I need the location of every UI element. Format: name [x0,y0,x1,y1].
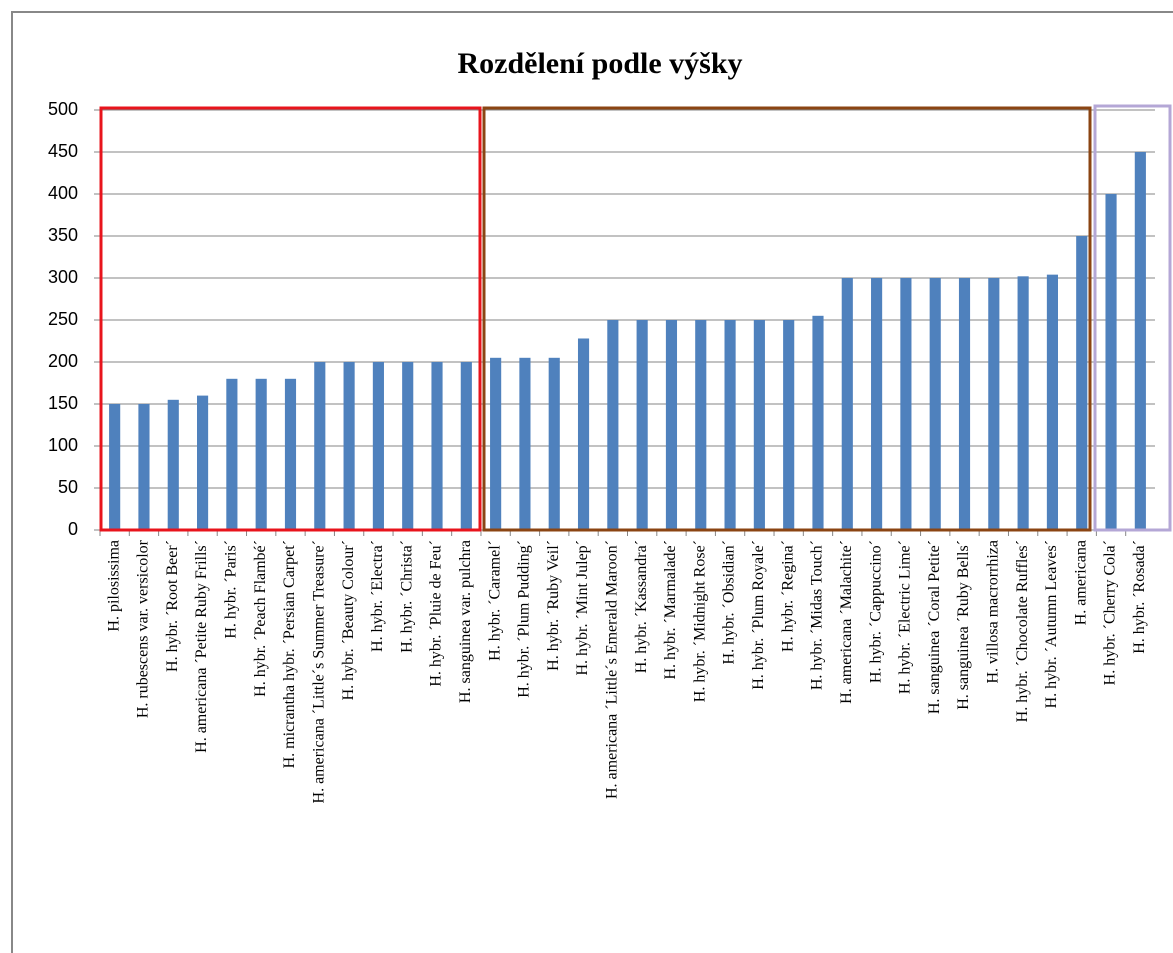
labels: 0 50 100 150 200 250 300 350 400 450 500 H. pilosis… [48,99,1148,804]
bar [607,320,619,530]
x-tick-label: H. sanguinea ´Ruby Bells´ [955,540,972,710]
y-tick-label: 150 [48,393,78,413]
bar [109,404,121,530]
bar [226,378,238,530]
x-tick-label: H. americana ´Little´s Emerald Maroon´ [604,540,621,799]
x-tick-label: H. hybr. ´Chocolate Ruffles´ [1014,540,1031,722]
bar [255,378,267,530]
bars [109,152,1146,530]
x-tick-label: H. hybr. ´Beauty Colour´ [340,540,357,700]
bar [665,320,678,530]
y-tick-label: 450 [48,141,78,161]
x-tick-label: H. hybr. ´Autumn Leaves´ [1043,540,1060,708]
bar [929,278,941,530]
x-tick-label: H. hybr. ´Rosada´ [1131,540,1148,654]
y-tick-label: 50 [58,477,78,497]
x-tick-label: H. hybr. ´Midnight Rose´ [691,540,708,702]
x-tick-label: H. americana [1072,540,1089,625]
x-tick-label: H. hybr. ´Cappuccino´ [867,540,884,683]
chart-title: Rozdělení podle výšky [457,47,742,80]
bar [577,338,590,530]
x-tick-label: H. hybr. ´Midas Touch´ [809,540,826,690]
x-tick-label: H. hybr. ´Caramel´ [486,540,503,661]
bar [548,357,560,530]
bar [431,362,443,530]
x-tick-label: H. rubescens var. versicolor [135,539,152,718]
y-tick-label: 500 [48,99,78,119]
x-tick-label: H. hybr. ´Regina´ [779,540,796,652]
x-tick-label: H. micrantha hybr. ´Persian Carpet´ [281,540,298,768]
x-tick-label: H. americana ´Little´s Summer Treasure´ [310,540,327,803]
bar [1134,152,1146,530]
bar [1017,276,1029,530]
bar [958,278,971,530]
group-box-red [99,106,482,532]
x-tick-label: H. hybr. ´Christa´ [398,540,415,653]
bar [138,404,150,530]
x-tick-label: H. hybr. ´Marmalade´ [662,540,679,680]
bar [460,362,472,530]
x-tick-label: H. hybr. ´Plum Royale´ [750,540,767,690]
y-tick-label: 250 [48,309,78,329]
x-tick-label: H. sanguinea ´Coral Petite´ [926,540,943,714]
bar [372,362,384,530]
bar [812,315,824,530]
x-tick-label: H. hybr. ´Electra´ [369,540,386,652]
bar [284,378,297,530]
bar [343,362,355,530]
bar [1076,236,1088,530]
bar [402,362,414,530]
bar [753,320,765,530]
y-tick-label: 300 [48,267,78,287]
bar [167,399,179,530]
x-tick-label: H. hybr. ´Cherry Cola´ [1102,540,1119,685]
y-tick-label: 400 [48,183,78,203]
bar [724,320,736,530]
x-tick-label: H. hybr. ´Ruby Veil´ [545,540,562,671]
x-tick-label: H. sanguinea var. pulchra [457,540,474,703]
bar [197,395,209,530]
bar [314,362,326,530]
group-box-lavender [1093,104,1172,532]
bar [636,320,648,530]
x-tick-label: H. pilosissima [105,540,122,632]
y-tick-label: 0 [68,519,78,539]
bar [900,278,912,530]
x-tick-label: H. hybr. ´Obsidian´ [721,540,738,664]
bar [490,357,502,530]
x-tick-label: H. americana ´Malachite´ [838,540,855,704]
y-tick-label: 200 [48,351,78,371]
x-tick-label: H. hybr. ´Mint Julep´ [574,540,591,676]
bar [988,278,1000,530]
x-tick-label: H. hybr. ´Plum Pudding´ [516,540,533,698]
bar [783,320,795,530]
bar [695,320,707,530]
x-tick-label: H. hybr. ´Electric Lime´ [897,540,914,694]
x-tick-label: H. hybr. ´Kassandra´ [633,540,650,673]
x-tick-label: H. americana ´Petite Ruby Frills´ [193,540,210,753]
bar [1105,194,1117,530]
bar [519,357,531,530]
x-tick-label: H. villosa macrorrhiza [984,540,1001,684]
group-box-brown [482,106,1092,532]
y-tick-label: 350 [48,225,78,245]
bar [871,278,883,530]
x-tick-label: H. hybr. ´Peach Flambé´ [252,540,269,697]
bar [1046,274,1058,530]
x-tick-label: H. hybr. ´Pluie de Feu´ [428,540,445,687]
x-tick-label: H. hybr. ´Paris´ [223,540,240,639]
x-tick-label: H. hybr. ´Root Beer´ [164,540,181,672]
bar [841,278,853,530]
y-tick-label: 100 [48,435,78,455]
